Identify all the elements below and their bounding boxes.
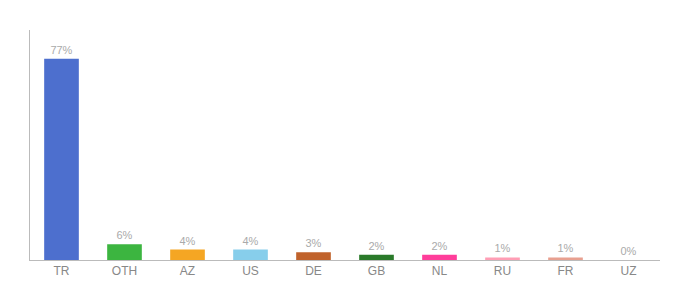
svg-text:TR: TR	[54, 264, 70, 278]
svg-text:RU: RU	[494, 264, 511, 278]
svg-text:GB: GB	[368, 264, 385, 278]
svg-text:4%: 4%	[179, 235, 195, 247]
svg-text:FR: FR	[558, 264, 574, 278]
svg-text:3%: 3%	[305, 237, 321, 249]
svg-text:0%: 0%	[620, 245, 636, 257]
svg-text:1%: 1%	[557, 242, 573, 254]
svg-text:77%: 77%	[50, 44, 72, 56]
svg-text:6%: 6%	[116, 229, 132, 241]
svg-text:AZ: AZ	[180, 264, 195, 278]
svg-text:4%: 4%	[242, 235, 258, 247]
svg-text:UZ: UZ	[621, 264, 637, 278]
svg-text:1%: 1%	[494, 242, 510, 254]
svg-text:2%: 2%	[431, 240, 447, 252]
svg-text:OTH: OTH	[112, 264, 137, 278]
svg-text:US: US	[242, 264, 259, 278]
svg-text:NL: NL	[432, 264, 448, 278]
svg-text:2%: 2%	[368, 240, 384, 252]
svg-text:DE: DE	[305, 264, 322, 278]
